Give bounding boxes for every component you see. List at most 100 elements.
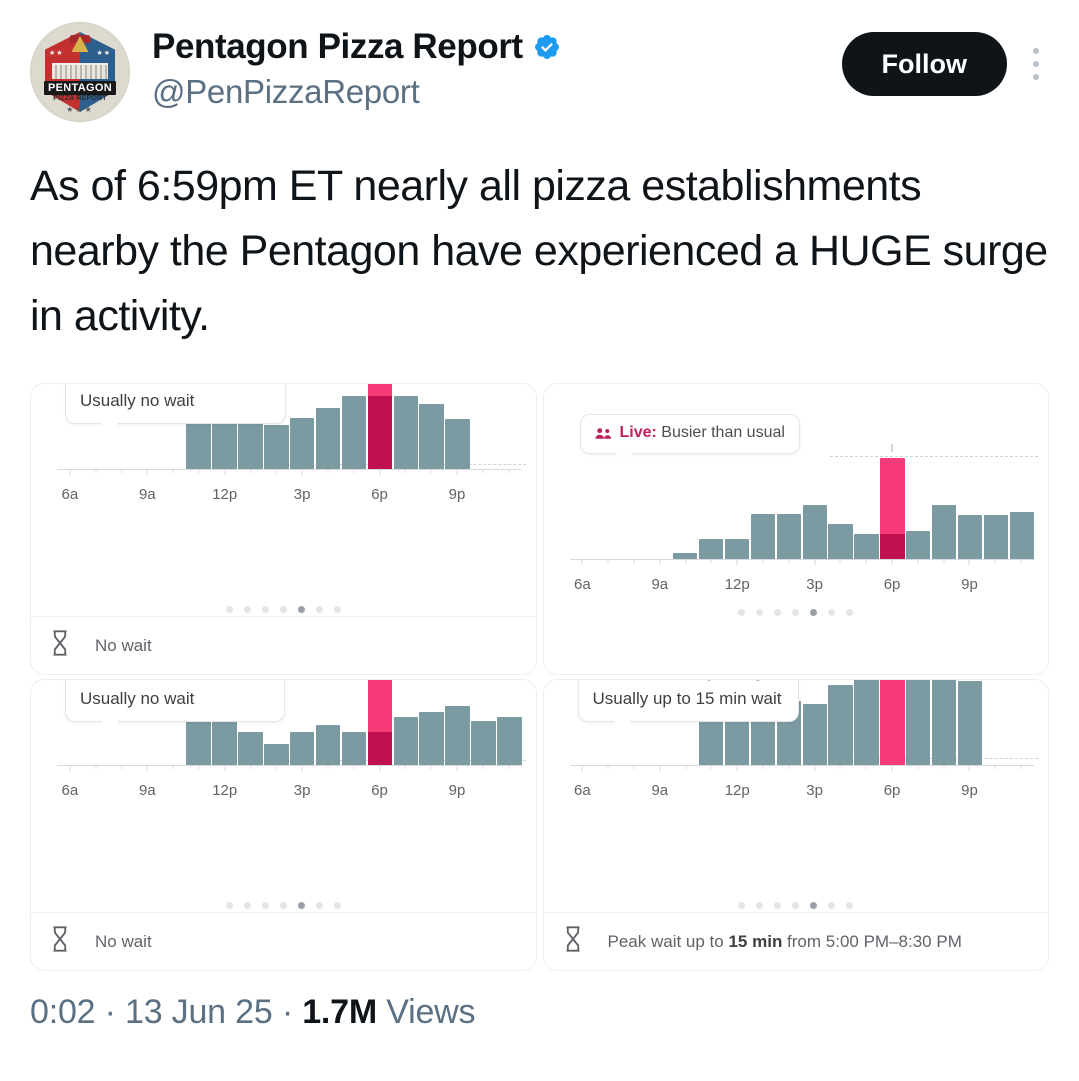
- page-dot-5[interactable]: [297, 902, 305, 909]
- page-dot-4[interactable]: [792, 609, 800, 616]
- wait-status-3: No wait: [95, 931, 152, 951]
- page-dot-7[interactable]: [333, 606, 341, 613]
- page-dot-3[interactable]: [261, 606, 269, 613]
- follow-button[interactable]: Follow: [841, 32, 1007, 96]
- page-dot-2[interactable]: [756, 902, 764, 909]
- live-prefix-4: Live:: [618, 680, 655, 681]
- axis-label-9p: 9p: [961, 782, 978, 799]
- bar-4p: [315, 408, 341, 469]
- avatar[interactable]: ★★ ★★ PENTAGON PIZZA REPORT ★★★: [30, 22, 130, 122]
- bar-7p: [393, 717, 418, 765]
- page-dot-4[interactable]: [792, 902, 800, 909]
- account-handle[interactable]: @PenPizzaReport: [152, 73, 420, 110]
- bar-value: [445, 419, 470, 469]
- axis-tick: [430, 766, 432, 769]
- page-dots-2[interactable]: [544, 609, 1049, 616]
- hourglass-icon: [562, 926, 584, 957]
- page-dot-6[interactable]: [828, 902, 836, 909]
- page-dots-4[interactable]: [544, 902, 1049, 909]
- page-dot-4[interactable]: [279, 606, 287, 613]
- bar-value: [419, 712, 444, 765]
- bar-value: [238, 732, 263, 765]
- page-dot-2[interactable]: [243, 902, 251, 909]
- page-dot-3[interactable]: [774, 609, 782, 616]
- page-dot-4[interactable]: [279, 902, 287, 909]
- live-status-4: As busy as it gets: [658, 680, 783, 681]
- bar-3p: [290, 418, 315, 469]
- axis-tick: [430, 470, 432, 473]
- page-dot-1[interactable]: [738, 609, 746, 616]
- bar-value: [497, 717, 522, 765]
- popular-times-panel-2[interactable]: Live: Busier than usual 6a 9a 12p 3p 6p 9p: [542, 383, 1049, 675]
- bar-value: [828, 685, 853, 765]
- page-dot-6[interactable]: [315, 606, 323, 613]
- page-dot-3[interactable]: [261, 902, 269, 909]
- bars-plot-4: 6a 9a 12p 3p 6p 9p: [569, 680, 1035, 802]
- page-dot-1[interactable]: [225, 902, 233, 909]
- hourglass-icon: [49, 630, 71, 661]
- bar-8p: [419, 712, 444, 765]
- popular-times-panel-4[interactable]: Live: As busy as it gets Usually up to 1…: [542, 679, 1049, 971]
- bar-8p: [931, 680, 957, 765]
- page-dot-3[interactable]: [774, 902, 782, 909]
- live-status-row-3: Live: Busier than usual: [80, 680, 271, 684]
- axis-tick: [891, 766, 893, 771]
- page-dot-1[interactable]: [225, 606, 233, 613]
- axis-tick: [943, 560, 945, 563]
- bar-series-2: [569, 442, 1035, 560]
- page-dot-2[interactable]: [756, 609, 764, 616]
- axis-tick: [762, 560, 764, 563]
- bar-1p: [238, 421, 263, 469]
- live-tooltip-2: Live: Busier than usual: [579, 414, 800, 454]
- page-dots-3[interactable]: [31, 902, 536, 909]
- page-dot-5[interactable]: [810, 609, 818, 616]
- more-vertical-icon[interactable]: [1019, 35, 1053, 93]
- axis-label-9a: 9a: [138, 486, 156, 503]
- bar-live-overflow: [880, 458, 905, 534]
- axis-tick: [250, 766, 252, 769]
- page-dot-1[interactable]: [738, 902, 746, 909]
- page-dot-2[interactable]: [243, 606, 251, 613]
- page-dot-7[interactable]: [846, 902, 854, 909]
- page-dot-7[interactable]: [846, 609, 854, 616]
- axis-ticks-1: [57, 470, 522, 486]
- axis-tick: [353, 766, 355, 769]
- page-dot-6[interactable]: [315, 902, 323, 909]
- panel-footer-1: No wait: [31, 616, 536, 674]
- bar-live-base: [367, 732, 393, 765]
- axis-tick: [814, 766, 816, 771]
- axis-ticks-4: [570, 766, 1035, 782]
- axis-label-9a: 9a: [651, 576, 669, 593]
- page-dots-1[interactable]: [31, 606, 536, 613]
- axis-tick: [404, 470, 406, 473]
- page-dot-6[interactable]: [828, 609, 836, 616]
- axis-label-3p: 3p: [293, 782, 311, 799]
- reference-line-2: [829, 456, 1038, 457]
- axis-tick: [581, 766, 583, 771]
- page-dot-5[interactable]: [297, 606, 305, 613]
- live-tooltip-4: Live: As busy as it gets Usually up to 1…: [577, 680, 799, 722]
- live-tooltip-3: Live: Busier than usual Usually no wait: [65, 680, 286, 722]
- verified-badge-icon: [533, 33, 561, 61]
- axis-tick: [508, 766, 510, 769]
- live-status-row-4: Live: As busy as it gets: [593, 680, 784, 684]
- axis-label-12p: 12p: [212, 486, 238, 503]
- page-dot-5[interactable]: [810, 902, 818, 909]
- popular-times-panel-1[interactable]: Live: As busy as it gets Usually no wait…: [30, 383, 537, 675]
- axis-tick: [172, 470, 174, 473]
- bar-11a: [186, 422, 211, 469]
- axis-label-6a: 6a: [574, 576, 591, 593]
- bar-value: [906, 680, 931, 765]
- avatar-title: PENTAGON: [44, 81, 116, 95]
- axis-tick: [121, 766, 122, 769]
- bar-7p: [906, 680, 931, 765]
- axis-tick: [69, 766, 71, 771]
- live-status-3: Busier than usual: [147, 680, 271, 681]
- page-dot-7[interactable]: [333, 902, 341, 909]
- bar-series-3: [57, 680, 522, 766]
- bar-4p: [828, 685, 853, 765]
- axis-tick: [172, 766, 174, 769]
- axis-tick: [95, 470, 97, 473]
- axis-tick: [633, 766, 635, 769]
- popular-times-panel-3[interactable]: Live: Busier than usual Usually no wait …: [30, 679, 537, 971]
